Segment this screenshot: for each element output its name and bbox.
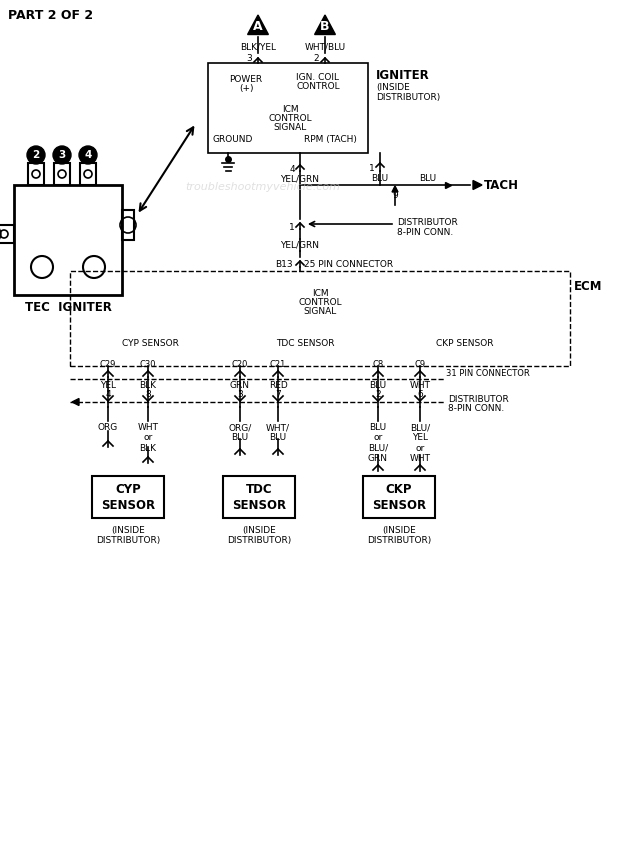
Bar [70,271,570,366]
Text: BLU: BLU [420,173,436,183]
Text: BLK: BLK [140,381,156,389]
Text: (INSIDE: (INSIDE [376,82,410,92]
Text: BLU
or
BLU/
GRN: BLU or BLU/ GRN [368,423,388,463]
Circle shape [53,146,71,164]
Text: BLU: BLU [370,381,387,389]
Text: C20: C20 [232,360,248,369]
Text: 3: 3 [237,389,243,399]
Text: SIGNAL: SIGNAL [303,307,337,315]
Polygon shape [72,399,79,405]
Text: CYP
SENSOR: CYP SENSOR [101,483,155,512]
Text: (INSIDE
DISTRIBUTOR): (INSIDE DISTRIBUTOR) [367,526,431,546]
Bar [0,225,14,243]
Text: RED: RED [269,381,287,389]
Text: 8-PIN CONN.: 8-PIN CONN. [448,404,504,412]
Text: DISTRIBUTOR): DISTRIBUTOR) [376,93,440,101]
Text: 4: 4 [289,165,295,173]
Text: C29: C29 [100,360,116,369]
Text: GROUND: GROUND [213,134,253,144]
Text: B13: B13 [276,259,293,269]
Text: 8: 8 [145,389,151,399]
Text: 1: 1 [369,163,375,173]
Text: 4: 4 [105,389,111,399]
Text: ORG: ORG [98,423,118,432]
Text: DISTRIBUTOR: DISTRIBUTOR [448,394,509,404]
Bar [122,210,134,240]
Text: GRN: GRN [230,381,250,389]
Text: 2: 2 [375,389,381,399]
Circle shape [0,225,1,243]
Text: 6: 6 [417,389,423,399]
Text: YEL/GRN: YEL/GRN [281,241,320,250]
Bar [223,476,295,518]
Text: 9: 9 [392,190,398,200]
Text: WHT/
BLU: WHT/ BLU [266,423,290,442]
Text: CYP SENSOR: CYP SENSOR [122,338,179,348]
Text: WHT
or
BLK: WHT or BLK [137,423,158,453]
Text: (+): (+) [239,83,253,93]
Text: ORG/
BLU: ORG/ BLU [229,423,252,442]
Text: 3: 3 [246,54,252,63]
Circle shape [79,146,97,164]
Text: CONTROL: CONTROL [268,114,312,122]
Text: ICM: ICM [311,288,328,298]
Text: CONTROL: CONTROL [298,298,342,307]
Text: ECM: ECM [574,280,603,292]
Text: (INSIDE
DISTRIBUTOR): (INSIDE DISTRIBUTOR) [96,526,160,546]
Text: 25 PIN CONNECTOR: 25 PIN CONNECTOR [304,259,393,269]
Circle shape [27,146,45,164]
Polygon shape [473,180,482,190]
Text: DISTRIBUTOR: DISTRIBUTOR [397,218,458,226]
Text: TDC
SENSOR: TDC SENSOR [232,483,286,512]
Text: SIGNAL: SIGNAL [273,122,307,132]
Text: POWER: POWER [229,75,263,83]
Text: C9: C9 [415,360,426,369]
Bar [80,163,96,185]
Bar [208,63,368,153]
Text: C30: C30 [140,360,156,369]
Text: WHT: WHT [410,381,431,389]
Bar [363,476,435,518]
Text: YEL/GRN: YEL/GRN [281,174,320,184]
Text: 8-PIN CONN.: 8-PIN CONN. [397,228,453,236]
Text: 2: 2 [32,150,40,160]
Text: RPM (TACH): RPM (TACH) [303,134,357,144]
Text: YEL: YEL [100,381,116,389]
Bar [14,185,122,295]
Polygon shape [248,15,268,35]
Polygon shape [315,15,336,35]
Text: TDC SENSOR: TDC SENSOR [276,338,334,348]
Text: BLU/
YEL
or
WHT: BLU/ YEL or WHT [410,423,431,463]
Text: ICM: ICM [282,105,298,114]
Text: (INSIDE
DISTRIBUTOR): (INSIDE DISTRIBUTOR) [227,526,291,546]
Text: CONTROL: CONTROL [296,82,340,90]
Text: PART 2 OF 2: PART 2 OF 2 [8,8,93,21]
Text: BLK/YEL: BLK/YEL [240,42,276,52]
Text: TEC  IGNITER: TEC IGNITER [25,301,111,314]
Text: 1: 1 [289,223,295,231]
Text: IGNITER: IGNITER [376,69,430,82]
Text: 2: 2 [313,54,319,63]
Text: TACH: TACH [484,178,519,191]
Bar [92,476,164,518]
Text: 4: 4 [84,150,91,160]
Text: BLU: BLU [371,173,389,183]
Text: B: B [320,20,330,32]
Text: 31 PIN CONNECTOR: 31 PIN CONNECTOR [446,369,530,377]
Text: A: A [253,20,263,32]
Text: IGN. COIL: IGN. COIL [297,72,339,82]
Text: CKP SENSOR: CKP SENSOR [436,338,494,348]
Bar [54,163,70,185]
Text: CKP
SENSOR: CKP SENSOR [372,483,426,512]
Bar [28,163,44,185]
Polygon shape [392,186,398,192]
Text: 3: 3 [58,150,66,160]
Text: troubleshootmyvehicle.com: troubleshootmyvehicle.com [185,182,340,192]
Text: C8: C8 [373,360,384,369]
Text: C21: C21 [270,360,286,369]
Text: WHT/BLU: WHT/BLU [305,42,345,52]
Text: 7: 7 [275,389,281,399]
